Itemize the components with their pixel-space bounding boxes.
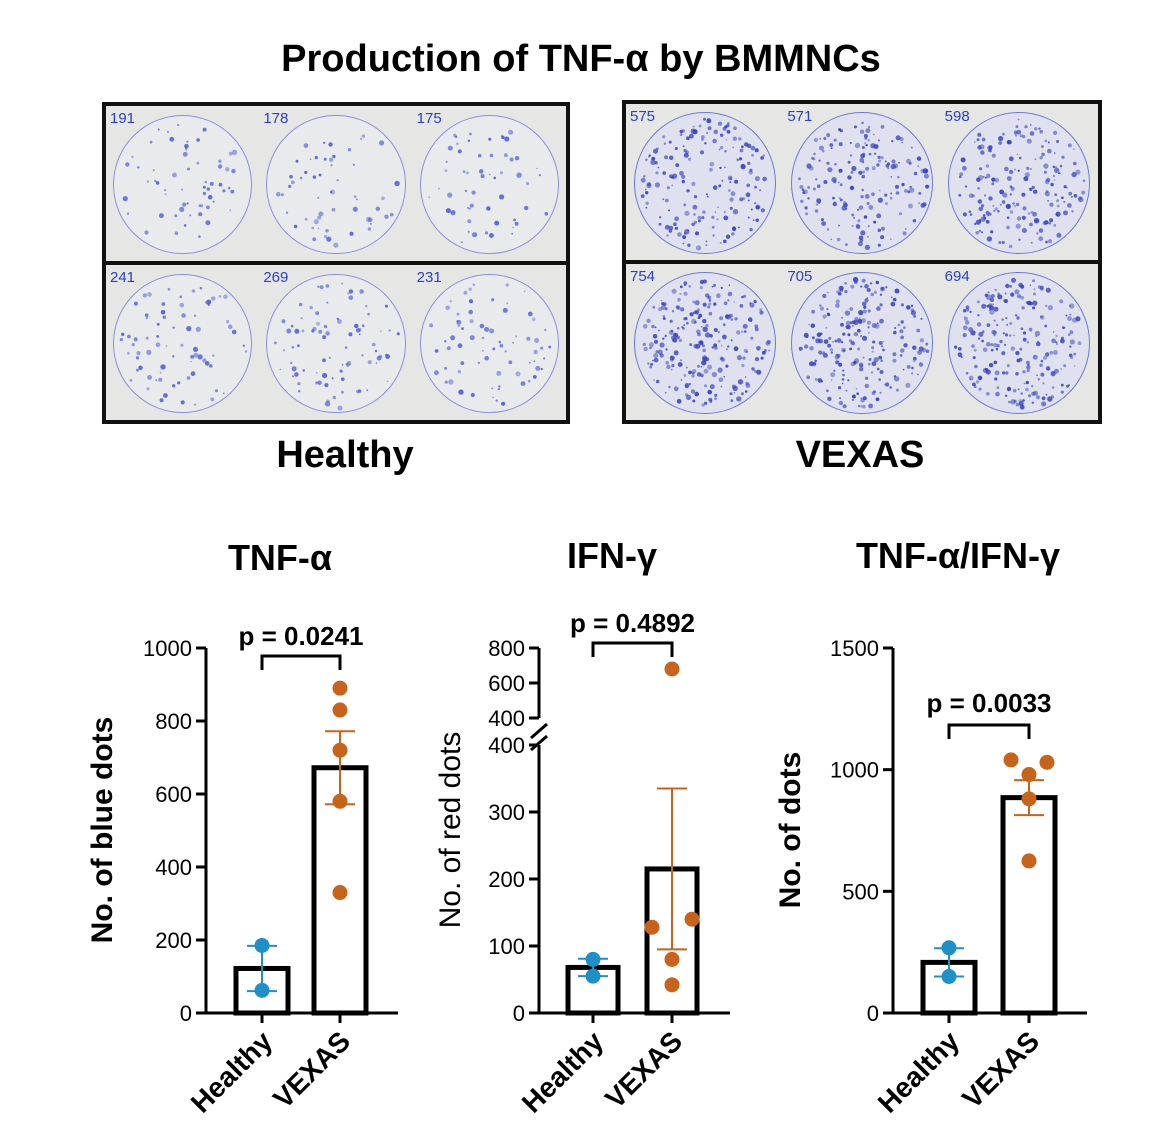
x-tick-label: Healthy — [185, 1025, 279, 1119]
plate-well — [633, 272, 776, 414]
y-tick-label: 1000 — [143, 636, 192, 661]
axis-break-mark — [530, 722, 548, 740]
well-count: 191 — [110, 110, 136, 127]
significance-bracket — [947, 723, 1031, 739]
well-count: 269 — [263, 269, 289, 286]
data-point — [1021, 791, 1037, 807]
data-point — [941, 969, 957, 984]
well-count: 705 — [787, 268, 813, 285]
y-tick-label: 100 — [488, 934, 525, 959]
plate-well — [266, 273, 406, 414]
plate-label-vexas: VEXAS — [795, 434, 925, 476]
plate-well — [419, 273, 559, 414]
plate-row-top: 191 178 175 — [106, 106, 566, 263]
well-count: 754 — [630, 268, 656, 285]
data-point — [332, 702, 348, 718]
y-tick-label: 1000 — [830, 758, 879, 783]
chart-title: TNF-α/IFN-γ — [856, 535, 1060, 576]
data-point — [1021, 767, 1037, 783]
y-tick-label: 200 — [488, 867, 525, 892]
well-count: 575 — [630, 108, 656, 125]
y-tick-label: 200 — [155, 928, 192, 953]
significance-bracket — [260, 654, 342, 670]
axis-break-mark — [530, 734, 548, 752]
data-point — [941, 940, 957, 956]
figure-title: Production of TNF-α by BMMNCs — [281, 38, 881, 80]
y-axis-label: No. of red dots — [434, 732, 467, 929]
p-value-label: p = 0.0033 — [926, 688, 1051, 718]
y-tick-label: 300 — [488, 800, 525, 825]
x-tick-label: Healthy — [872, 1025, 966, 1119]
x-tick-label: VEXAS — [267, 1025, 356, 1114]
chart-title: IFN-γ — [567, 535, 657, 576]
well-count: 571 — [787, 108, 813, 125]
well-count: 241 — [110, 269, 136, 286]
plate-well — [948, 272, 1091, 414]
significance-bracket — [591, 641, 674, 657]
y-tick-label: 1500 — [830, 636, 879, 661]
plate-row-bottom: 241 269 231 — [106, 263, 566, 420]
elispot-plate-vexas: 575 571 598 754 705 694 — [622, 100, 1102, 424]
p-value-label: p = 0.0241 — [238, 621, 363, 651]
data-point — [664, 977, 680, 993]
y-axis-label: No. of dots — [774, 752, 807, 909]
x-tick-label: Healthy — [516, 1025, 610, 1119]
plate-well — [113, 114, 253, 255]
plate-well — [791, 272, 933, 414]
y-tick-label: 0 — [867, 1001, 879, 1026]
well-count: 175 — [416, 110, 442, 127]
data-point — [664, 951, 680, 967]
bar — [1000, 795, 1058, 1016]
y-tick-label: 400 — [488, 733, 525, 758]
data-point — [332, 885, 348, 901]
data-point — [1003, 752, 1019, 768]
chart-title: TNF-α — [228, 537, 332, 578]
plate-row-bottom: 754 705 694 — [626, 262, 1098, 420]
y-tick-label: 500 — [842, 879, 879, 904]
data-point — [332, 793, 348, 809]
y-tick-label: 0 — [513, 1001, 525, 1026]
data-point — [1039, 754, 1055, 770]
plate-row-top: 575 571 598 — [626, 104, 1098, 262]
plate-well — [113, 273, 253, 414]
plate-well — [791, 112, 933, 254]
p-value-label: p = 0.4892 — [570, 608, 695, 638]
well-count: 231 — [416, 269, 442, 286]
elispot-plate-healthy: 191 178 175 241 269 231 — [102, 102, 570, 424]
y-tick-label: 400 — [488, 706, 525, 731]
well-count: 694 — [944, 268, 970, 285]
plate-well — [948, 112, 1091, 254]
well-count: 178 — [263, 110, 289, 127]
data-point — [332, 742, 348, 758]
data-point — [664, 661, 680, 677]
y-axis-label: No. of blue dots — [86, 717, 119, 944]
plate-label-healthy: Healthy — [276, 434, 414, 476]
data-point — [254, 937, 270, 953]
data-point — [332, 680, 348, 696]
well-count: 598 — [944, 108, 970, 125]
data-point — [585, 968, 601, 984]
data-point — [1021, 853, 1037, 869]
y-tick-label: 0 — [180, 1001, 192, 1026]
plate-well — [266, 114, 406, 255]
data-point — [585, 951, 601, 967]
y-tick-label: 400 — [155, 855, 192, 880]
data-point — [254, 982, 270, 998]
x-tick-label: VEXAS — [599, 1025, 688, 1114]
plate-well — [633, 112, 776, 254]
plate-well — [419, 114, 559, 255]
y-tick-label: 600 — [488, 671, 525, 696]
x-tick-label: VEXAS — [956, 1025, 1045, 1114]
y-tick-label: 800 — [155, 709, 192, 734]
data-point — [644, 919, 660, 935]
data-point — [684, 911, 700, 927]
y-tick-label: 600 — [155, 782, 192, 807]
y-tick-label: 800 — [488, 636, 525, 661]
